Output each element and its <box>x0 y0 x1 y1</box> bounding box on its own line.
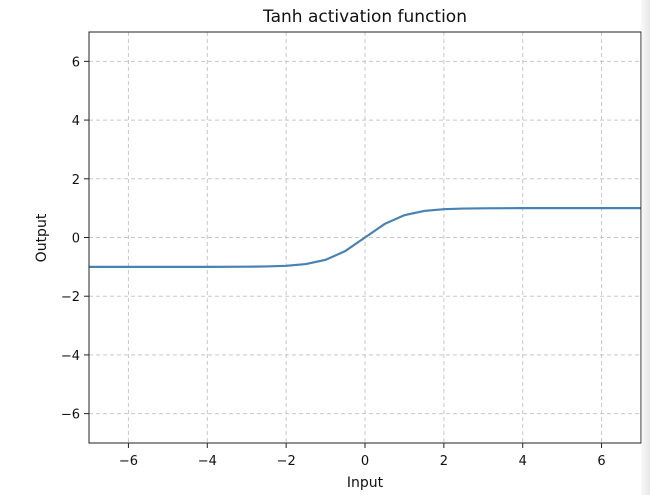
x-tick-label: −2 <box>277 454 296 469</box>
y-tick-label: 6 <box>72 55 80 70</box>
tanh-series-line <box>89 207 641 268</box>
x-tick-label: 2 <box>440 454 448 469</box>
x-axis-label: Input <box>347 475 384 491</box>
x-tick-label: 0 <box>361 454 369 469</box>
x-tick-label: −4 <box>198 454 217 469</box>
y-axis-ticks: −6 −4 −2 0 2 4 6 <box>61 55 89 423</box>
y-axis-label: Output <box>34 213 50 262</box>
y-tick-label: 0 <box>72 232 80 247</box>
x-tick-label: 6 <box>597 454 605 469</box>
x-tick-label: −6 <box>119 454 138 469</box>
y-tick-label: −6 <box>61 408 80 423</box>
x-axis-ticks: −6 −4 −2 0 2 4 6 <box>119 443 606 469</box>
y-tick-label: 4 <box>72 114 80 129</box>
y-tick-label: −4 <box>61 349 80 364</box>
y-tick-label: −2 <box>61 290 80 305</box>
chart-title: Tanh activation function <box>262 7 467 27</box>
x-tick-label: 4 <box>519 454 527 469</box>
window-edge-shadow <box>641 0 650 495</box>
y-tick-label: 2 <box>72 173 80 188</box>
